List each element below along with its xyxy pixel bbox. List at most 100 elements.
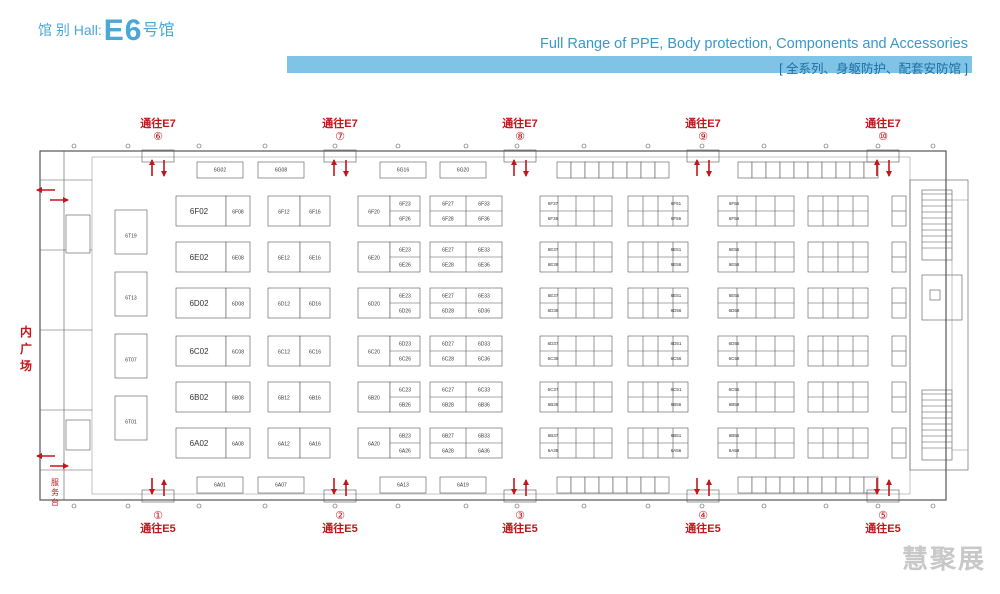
- bottom-small-booth: [835, 476, 851, 494]
- booth-label: 6E28: [442, 262, 454, 268]
- left-booth-label: 6T07: [125, 357, 137, 363]
- booth: [267, 335, 301, 367]
- booth-label: 6F26: [399, 216, 411, 222]
- booth-label: 6A58: [729, 448, 740, 453]
- arrow-down-head: [886, 171, 892, 177]
- door-top: [686, 149, 720, 163]
- column-bottom: [645, 503, 651, 509]
- booth-label: 6B37: [548, 433, 559, 438]
- booth-label: 6E37: [548, 247, 559, 252]
- top-small-booth: [779, 161, 795, 179]
- top-small-booth: [821, 161, 837, 179]
- booth-label: 6E56: [671, 262, 682, 267]
- subtitle-chinese: [ 全系列、身躯防护、配套安防馆 ]: [779, 62, 968, 76]
- entrance-number: ⑩: [878, 131, 888, 143]
- booth-label: 6F51: [671, 201, 682, 206]
- big-booth: [175, 335, 227, 367]
- door-top: [503, 149, 537, 163]
- column-bottom: [823, 503, 829, 509]
- top-small-booth: [612, 161, 628, 179]
- booth-label: 6D55: [729, 341, 740, 346]
- booth-label: 6A12: [278, 441, 290, 447]
- big-booth-label: 6A02: [190, 439, 209, 448]
- left-booth-label: 6T19: [125, 233, 137, 239]
- booth-label: 6B28: [442, 402, 454, 408]
- top-small-booth: [654, 161, 670, 179]
- booth: [225, 381, 251, 413]
- booth-label: 6B27: [442, 433, 454, 439]
- booth-label: 6E33: [478, 293, 490, 299]
- top-small-booth: [849, 161, 865, 179]
- booth-label: 6E23: [399, 293, 411, 299]
- booth-label: 6E16: [309, 255, 321, 261]
- booth: [299, 381, 331, 413]
- right-service-block: [909, 179, 969, 471]
- booth-label: 6E58: [729, 262, 740, 267]
- booth: [267, 195, 301, 227]
- left-arrow-out-head: [36, 453, 42, 459]
- door-bottom: [141, 489, 175, 503]
- booth-label: 6A16: [309, 441, 321, 447]
- bottom-small-booth: [570, 476, 586, 494]
- booth-label: 6F56: [671, 216, 682, 221]
- top-small-booth: [765, 161, 781, 179]
- entrance-label: 通往E7: [685, 118, 721, 130]
- bottom-small-booth: [779, 476, 795, 494]
- inner-plaza-label: 内广场: [19, 325, 32, 373]
- bottom-small-booth: [737, 476, 753, 494]
- top-booth-label: 6G02: [214, 167, 226, 173]
- booth-label: 6D27: [442, 341, 454, 347]
- door-top: [323, 149, 357, 163]
- entrance-number: ⑧: [515, 131, 525, 143]
- arrow-up-head: [149, 159, 155, 165]
- booth-label: 6C36: [478, 356, 490, 362]
- booth-label: 6B33: [478, 433, 490, 439]
- left-large-booth: [114, 333, 148, 379]
- big-booth: [175, 381, 227, 413]
- arrow-down-head: [874, 489, 880, 495]
- arrow-down-head: [523, 171, 529, 177]
- booth-label: 6C58: [729, 356, 740, 361]
- booth-label: 6E08: [232, 255, 244, 261]
- bottom-booth-label: 6A13: [397, 482, 409, 488]
- right-corridor: [951, 199, 969, 451]
- column-bottom: [699, 503, 705, 509]
- door-bottom: [503, 489, 537, 503]
- booth-label: 6E26: [399, 262, 411, 268]
- bottom-small-booth: [807, 476, 823, 494]
- booth-label: 6E51: [671, 247, 682, 252]
- booth: [225, 241, 251, 273]
- booth-label: 6E36: [478, 262, 490, 268]
- booth-label: 6F27: [442, 201, 454, 207]
- booth-label: 6A08: [232, 441, 244, 447]
- entrance-label: 通往E7: [322, 118, 358, 130]
- column-top: [761, 143, 767, 149]
- booth-label: 6F36: [478, 216, 490, 222]
- hall-suffix: 号馆: [142, 22, 175, 39]
- toilet-icon: [929, 289, 941, 301]
- booth-label: 6C26: [399, 356, 411, 362]
- top-small-booth: [835, 161, 851, 179]
- right-stair: [921, 389, 953, 461]
- booth: [357, 241, 391, 273]
- booth-label: 6B08: [232, 395, 244, 401]
- booth: [299, 335, 331, 367]
- arrow-down-head: [149, 489, 155, 495]
- column-top: [196, 143, 202, 149]
- booth: [357, 427, 391, 459]
- door-top: [141, 149, 175, 163]
- booth: [357, 287, 391, 319]
- column-bottom: [875, 503, 881, 509]
- door-top: [866, 149, 900, 163]
- bottom-small-booth: [821, 476, 837, 494]
- booth-label: 6D33: [478, 341, 490, 347]
- left-booth-label: 6T01: [125, 419, 137, 425]
- column-bottom: [332, 503, 338, 509]
- entrance-to-e5: ③ 通往E5: [492, 510, 548, 536]
- arrow-down-head: [706, 171, 712, 177]
- top-booth: [439, 161, 487, 179]
- bottom-booth: [439, 476, 487, 494]
- entrance-number: ⑨: [698, 131, 708, 143]
- entrance-to-e7: 通往E7 ⑧: [492, 118, 548, 144]
- bottom-booth-label: 6A07: [275, 482, 287, 488]
